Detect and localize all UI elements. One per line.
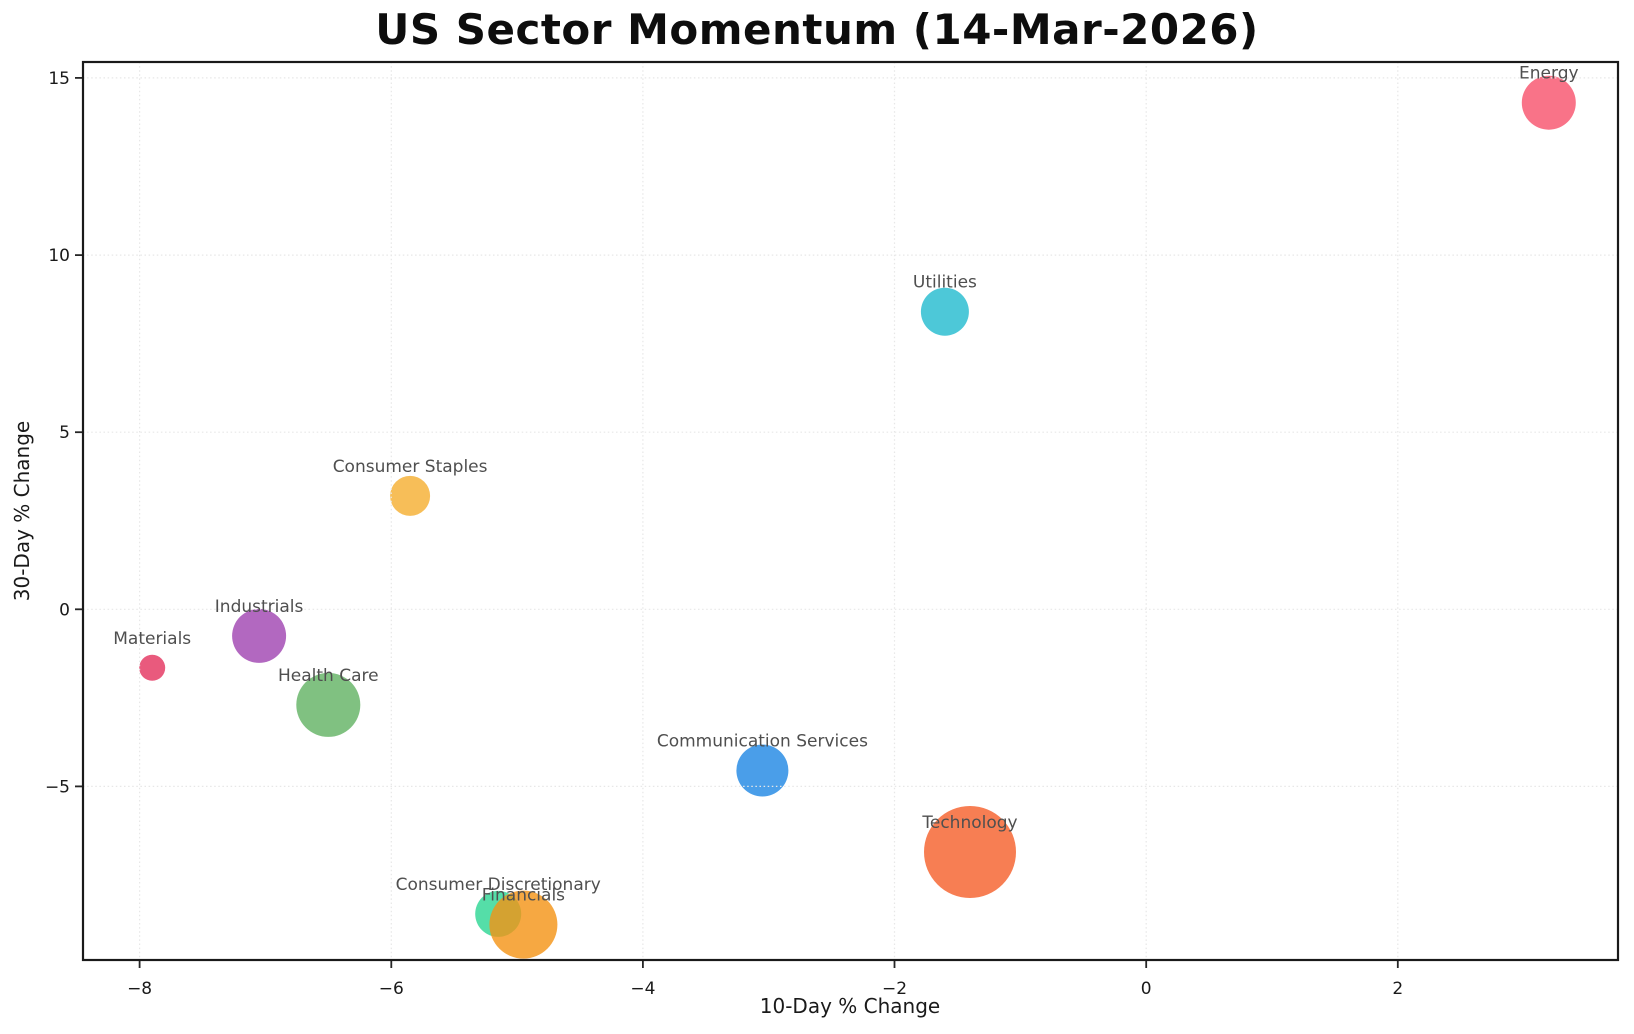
y-tick-label-15: 15 bbox=[48, 69, 70, 89]
chart-title: US Sector Momentum (14-Mar-2026) bbox=[375, 5, 1259, 54]
bubble-utilities bbox=[920, 287, 969, 336]
x-tick-label-2: 2 bbox=[1392, 979, 1403, 999]
bubble-label-health-care: Health Care bbox=[278, 666, 379, 686]
y-axis-label: 30-Day % Change bbox=[10, 420, 34, 602]
y-tick-label-0: 0 bbox=[59, 600, 70, 620]
x-tick-label--8: −8 bbox=[127, 979, 152, 999]
bubble-consumer-staples bbox=[390, 475, 431, 516]
bubble-energy bbox=[1521, 75, 1576, 130]
y-tick-label--5: −5 bbox=[45, 777, 70, 797]
bubble-communication-services bbox=[736, 744, 789, 797]
bubble-label-materials: Materials bbox=[113, 629, 191, 649]
bubble-label-consumer-discretionary: Consumer Discretionary bbox=[396, 875, 601, 895]
bubble-health-care bbox=[296, 672, 361, 737]
bubble-label-energy: Energy bbox=[1519, 64, 1579, 84]
x-axis-label: 10-Day % Change bbox=[759, 994, 941, 1018]
bubble-label-consumer-staples: Consumer Staples bbox=[333, 457, 488, 477]
y-tick-label-5: 5 bbox=[59, 423, 70, 443]
bubble-financials bbox=[489, 890, 558, 959]
plot-border bbox=[81, 60, 1620, 962]
bubble-technology bbox=[924, 806, 1016, 898]
bubble-industrials bbox=[232, 608, 287, 663]
x-tick-label--2: −2 bbox=[882, 979, 907, 999]
bubble-label-communication-services: Communication Services bbox=[657, 732, 868, 752]
x-tick-label--6: −6 bbox=[379, 979, 404, 999]
bubble-materials bbox=[139, 654, 166, 681]
bubble-label-industrials: Industrials bbox=[215, 597, 304, 617]
bubble-label-financials: Financials bbox=[482, 886, 565, 906]
x-tick-label-0: 0 bbox=[1141, 979, 1152, 999]
x-tick-label--4: −4 bbox=[630, 979, 655, 999]
bubble-label-technology: Technology bbox=[921, 813, 1017, 833]
bubble-label-utilities: Utilities bbox=[913, 273, 977, 293]
y-tick-label-10: 10 bbox=[48, 246, 70, 266]
